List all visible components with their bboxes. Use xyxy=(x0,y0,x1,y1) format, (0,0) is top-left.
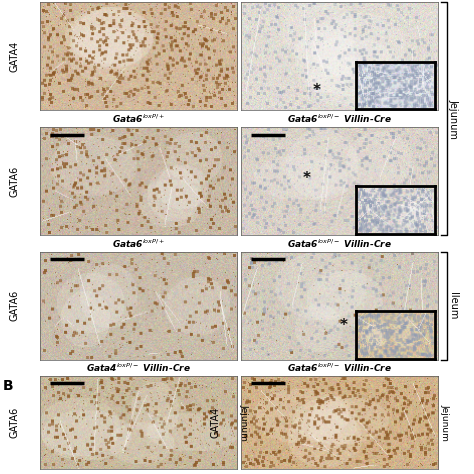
Text: Gata6$^{loxP/+}$: Gata6$^{loxP/+}$ xyxy=(112,113,165,125)
Text: *: * xyxy=(312,83,320,99)
Text: Gata6$^{loxP/-}$ Villin-Cre: Gata6$^{loxP/-}$ Villin-Cre xyxy=(287,237,392,250)
Text: *: * xyxy=(302,172,310,186)
Text: Jejunum: Jejunum xyxy=(441,404,450,441)
Text: Jejunum: Jejunum xyxy=(448,99,458,139)
Text: GATA6: GATA6 xyxy=(9,407,19,438)
Text: GATA6: GATA6 xyxy=(9,290,19,321)
Text: *: * xyxy=(340,318,348,333)
Text: Ileum: Ileum xyxy=(448,292,458,319)
Text: B: B xyxy=(2,379,13,393)
Text: Gata6$^{loxP/+}$: Gata6$^{loxP/+}$ xyxy=(112,237,165,250)
Text: Jejunum: Jejunum xyxy=(240,404,249,441)
Text: GATA4: GATA4 xyxy=(210,407,220,438)
Text: GATA4: GATA4 xyxy=(9,41,19,72)
Text: Gata6$^{loxP/-}$ Villin-Cre: Gata6$^{loxP/-}$ Villin-Cre xyxy=(287,362,392,374)
Text: GATA6: GATA6 xyxy=(9,165,19,197)
Text: Gata6$^{loxP/-}$ Villin-Cre: Gata6$^{loxP/-}$ Villin-Cre xyxy=(287,113,392,125)
Text: Gata4$^{loxP/-}$ Villin-Cre: Gata4$^{loxP/-}$ Villin-Cre xyxy=(86,362,191,374)
